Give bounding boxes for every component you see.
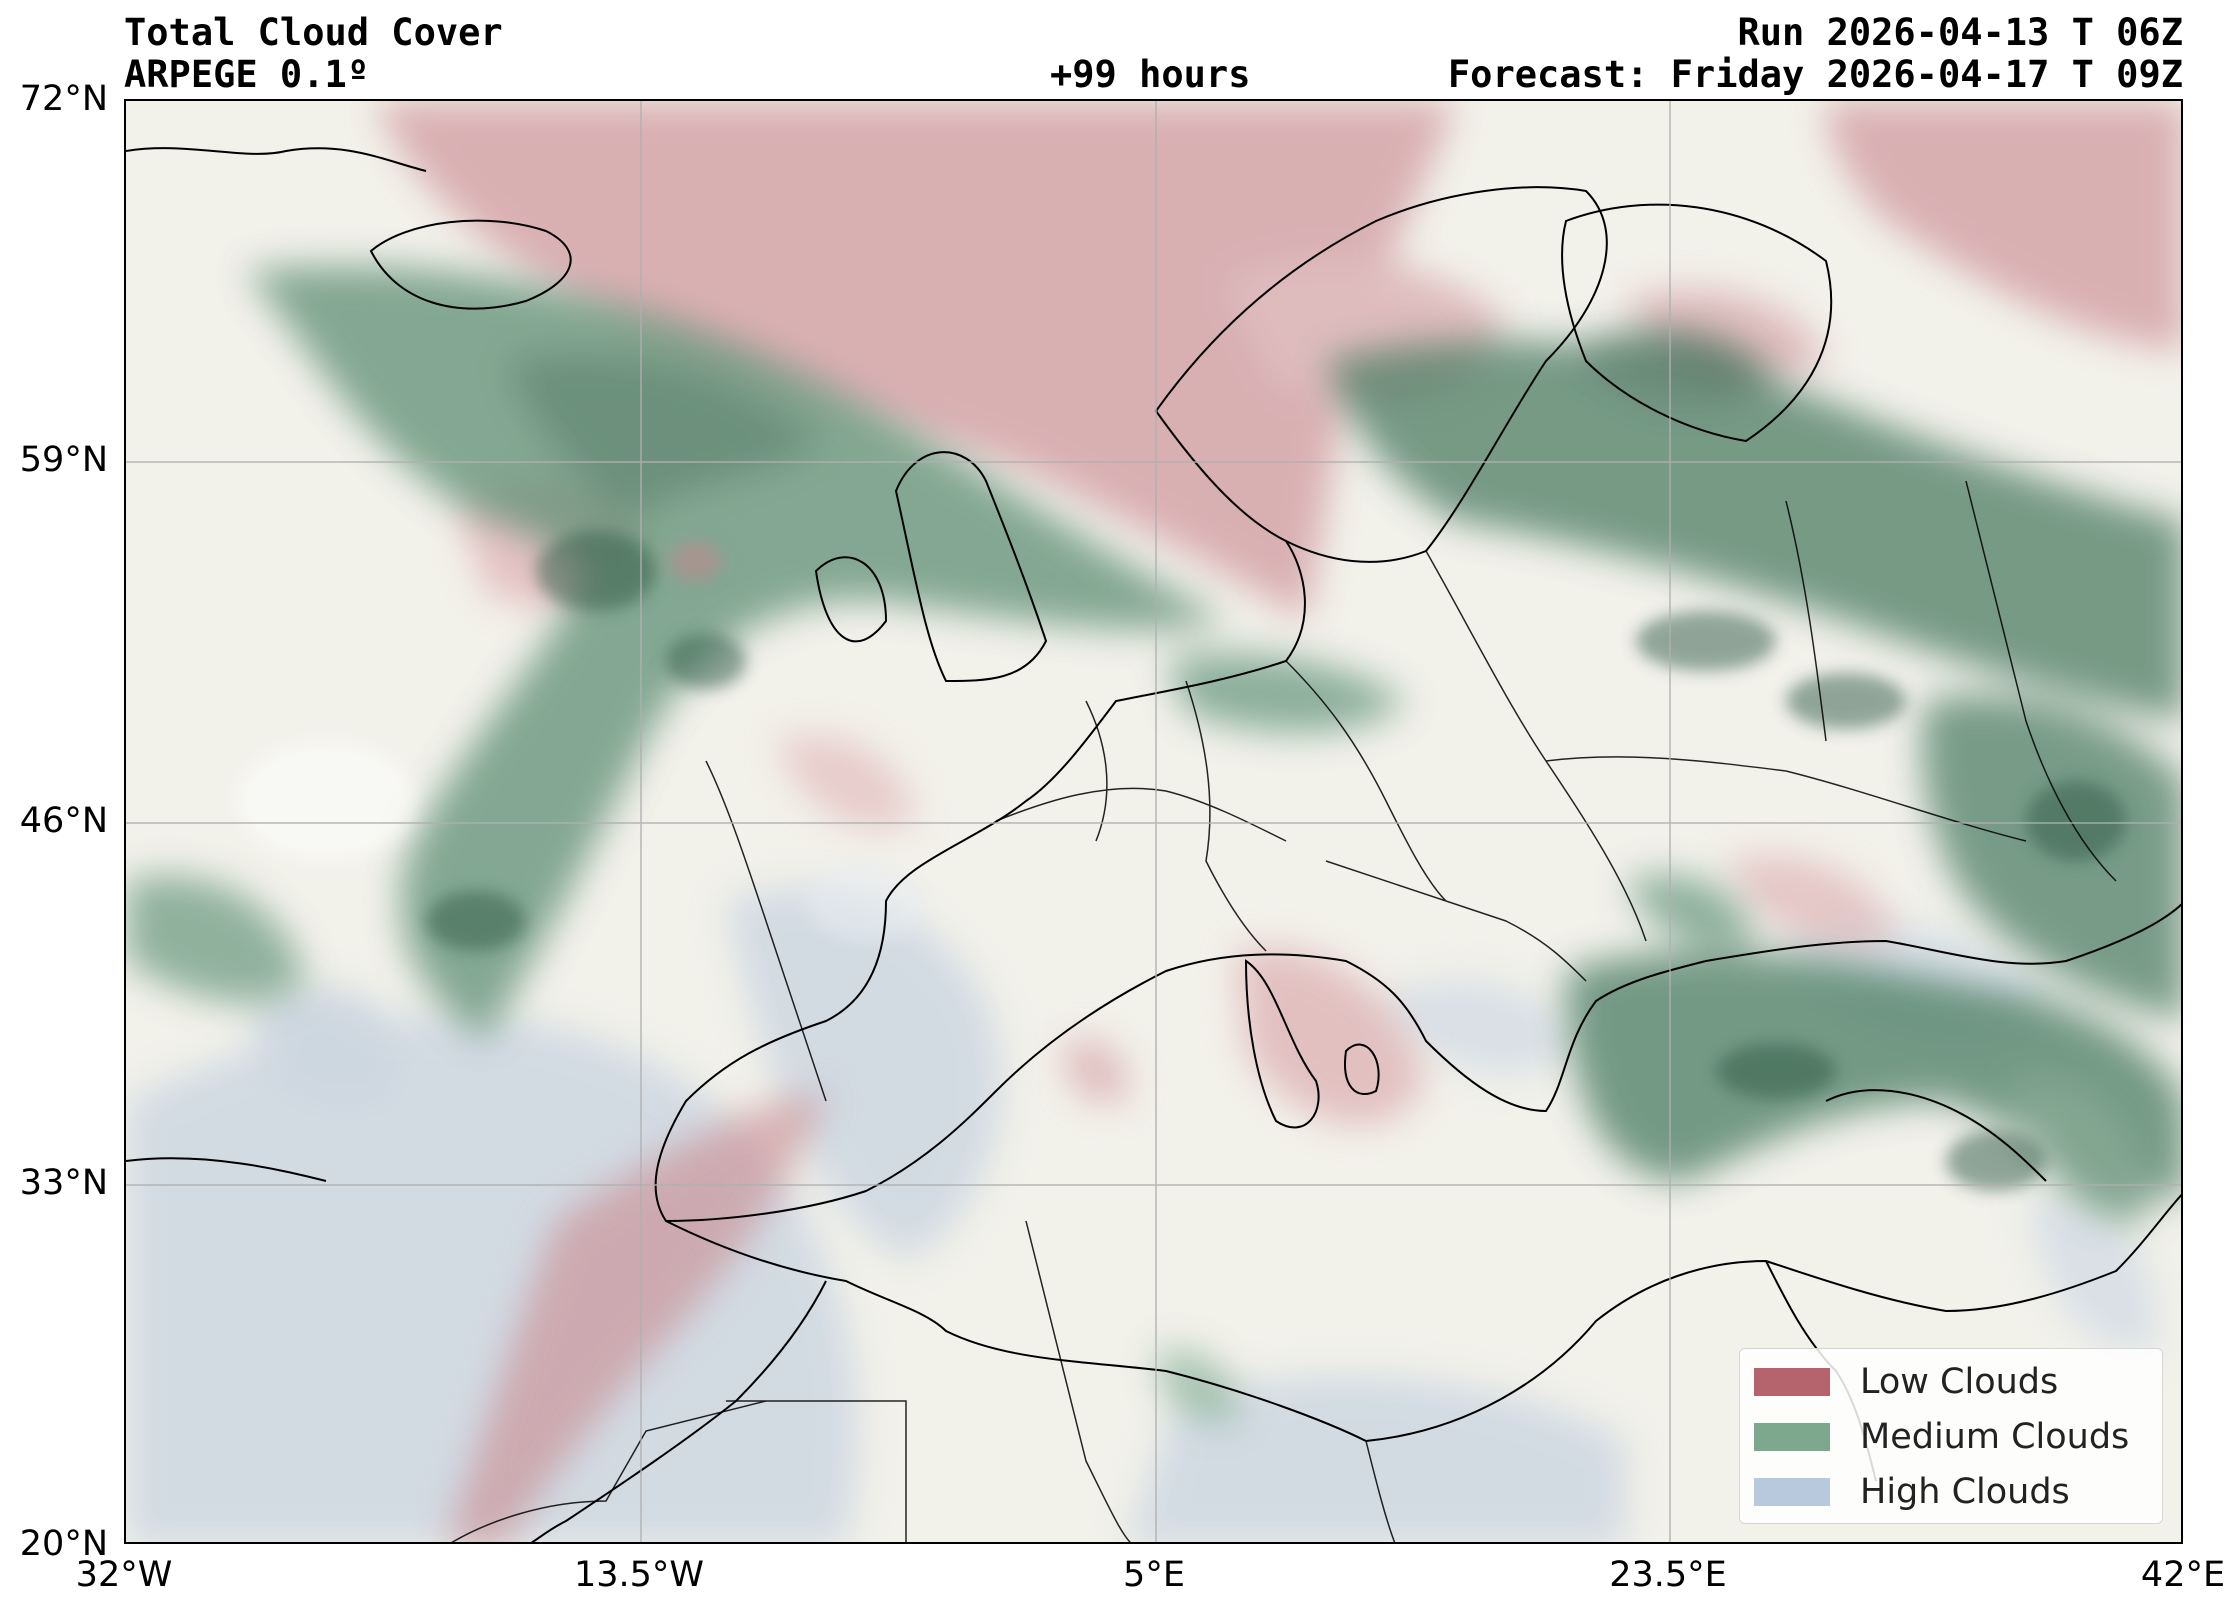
lon-tick-label: 23.5°E: [1609, 1555, 1727, 1595]
medium-clouds-swatch: [1754, 1423, 1830, 1451]
lon-tick-label: 32°W: [75, 1555, 173, 1595]
legend-item-medium: Medium Clouds: [1754, 1417, 2130, 1457]
lon-tick-label: 13.5°W: [573, 1555, 705, 1595]
legend-item-low: Low Clouds: [1754, 1362, 2059, 1402]
run-time: Run 2026-04-13 T 06Z: [1737, 11, 2183, 54]
medium-clouds-layer: [126, 265, 2181, 1423]
lat-tick-label: 72°N: [19, 79, 108, 119]
legend-label: Medium Clouds: [1860, 1417, 2130, 1457]
legend-label: High Clouds: [1860, 1472, 2070, 1512]
cloud-texture: [236, 531, 2126, 1191]
lat-tick-label: 59°N: [19, 440, 108, 480]
forecast-time: Forecast: Friday 2026-04-17 T 09Z: [1447, 53, 2183, 96]
high-clouds-swatch: [1754, 1478, 1830, 1506]
country-borders: [451, 480, 2117, 1542]
lead-time: +99 hours: [1050, 53, 1251, 96]
lat-tick-label: 33°N: [19, 1163, 108, 1203]
low-clouds-layer: [376, 101, 2181, 1542]
lon-tick-label: 5°E: [1123, 1555, 1185, 1595]
high-clouds-layer: [126, 888, 2158, 1542]
coastlines: [126, 147, 2181, 1542]
gridlines: [126, 101, 2181, 1542]
model-name: ARPEGE 0.1º: [124, 53, 370, 96]
map-canvas: [126, 101, 2181, 1542]
legend: Low Clouds Medium Clouds High Clouds: [1739, 1348, 2163, 1524]
lat-tick-label: 20°N: [19, 1524, 108, 1564]
map-title: Total Cloud Cover: [124, 11, 503, 54]
lon-tick-label: 42°E: [2140, 1555, 2226, 1595]
lat-tick-label: 46°N: [19, 801, 108, 841]
legend-label: Low Clouds: [1860, 1362, 2059, 1402]
cloud-cover-map: [124, 99, 2183, 1544]
legend-item-high: High Clouds: [1754, 1472, 2070, 1512]
low-clouds-swatch: [1754, 1368, 1830, 1396]
